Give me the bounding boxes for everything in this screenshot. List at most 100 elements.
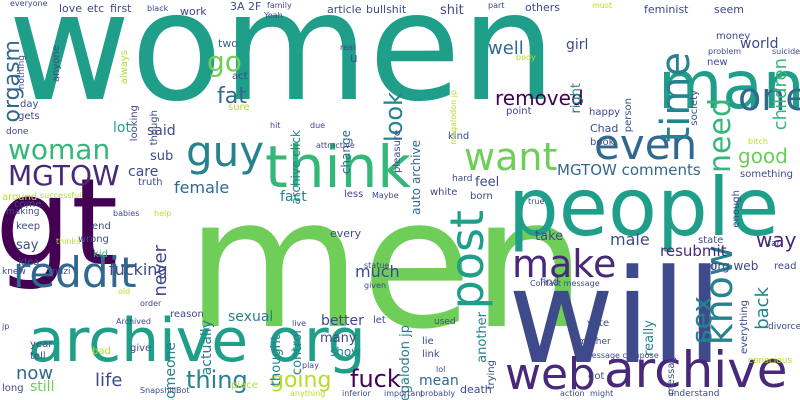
word-many: many bbox=[320, 331, 357, 346]
word-idea: idea bbox=[18, 257, 40, 268]
word-thing: thing bbox=[186, 366, 248, 394]
word-inferior: inferior bbox=[342, 389, 371, 398]
word-live: live bbox=[292, 319, 307, 328]
word-fuck: fuck bbox=[350, 365, 401, 393]
word-reason: reason bbox=[170, 309, 204, 320]
word-everything: everything bbox=[739, 300, 750, 354]
word-sex: sex bbox=[685, 296, 718, 344]
word-white: white bbox=[430, 187, 458, 198]
word-hit: hit bbox=[270, 121, 281, 130]
word-body: body bbox=[516, 53, 536, 62]
word-right: right bbox=[569, 83, 584, 114]
word-act: act bbox=[232, 71, 248, 82]
word-everyone: everyone bbox=[10, 0, 48, 8]
word-archive-org: archive org bbox=[28, 306, 366, 376]
word-come: come bbox=[14, 199, 42, 210]
word-around: around bbox=[2, 192, 38, 203]
word-love: love bbox=[59, 2, 83, 15]
word-kind: kind bbox=[448, 131, 470, 142]
word-web: web bbox=[505, 349, 596, 400]
word-archive: archive bbox=[604, 341, 788, 399]
word-fucking: fucking bbox=[109, 260, 168, 279]
word-death: death bbox=[460, 383, 492, 396]
word-resubmit: resubmit bbox=[660, 242, 727, 260]
word-feminist: feminist bbox=[644, 3, 689, 16]
word-real: real bbox=[340, 43, 356, 52]
word-woman: woman bbox=[8, 133, 111, 166]
word-removed: removed bbox=[495, 86, 584, 110]
word-happy: happy bbox=[589, 107, 621, 118]
word-divorce: divorce bbox=[768, 322, 800, 332]
word-read: read bbox=[774, 261, 797, 272]
word-fat: fat bbox=[217, 84, 247, 109]
word-thinks: thinks bbox=[56, 237, 81, 246]
word-much: much bbox=[355, 262, 400, 281]
word-used: used bbox=[434, 317, 456, 327]
word-enough: enough bbox=[731, 190, 742, 228]
word-find: find bbox=[540, 277, 559, 288]
word-think: think bbox=[265, 133, 411, 201]
word-will: will bbox=[508, 241, 723, 393]
word-part: part bbox=[488, 1, 505, 10]
word-actually: actually bbox=[199, 320, 215, 376]
word-shit: shit bbox=[440, 3, 464, 18]
word-always: always bbox=[119, 50, 130, 85]
word-others: others bbox=[525, 1, 561, 14]
word-true: true bbox=[528, 197, 545, 206]
word-making: making bbox=[6, 207, 40, 217]
word-go: go bbox=[207, 45, 242, 78]
word-understand: understand bbox=[668, 389, 720, 399]
word-far: far bbox=[768, 239, 781, 249]
word-money: money bbox=[716, 31, 751, 42]
word-book: book bbox=[590, 137, 615, 148]
word-women: women bbox=[8, 0, 556, 135]
word-important: important bbox=[384, 389, 424, 398]
word-bullshit: bullshit bbox=[366, 3, 407, 16]
word-jp: jp bbox=[2, 322, 10, 331]
word-old: old bbox=[118, 287, 131, 296]
word-girl: girl bbox=[566, 37, 589, 53]
word-etc: etc bbox=[87, 2, 105, 15]
word-kid: kid bbox=[93, 249, 108, 260]
word-attractive: attractive bbox=[316, 141, 355, 150]
word-black: black bbox=[147, 4, 169, 13]
word-action: action bbox=[560, 389, 585, 398]
word-person: person bbox=[623, 98, 634, 133]
word-got: got bbox=[588, 371, 605, 382]
word-knew: knew bbox=[2, 267, 26, 277]
word-first: first bbox=[110, 2, 132, 15]
word-good: good bbox=[738, 144, 788, 168]
word-given: given bbox=[364, 281, 387, 290]
word-less: less bbox=[344, 189, 364, 200]
word-Yeah: Yeah bbox=[264, 11, 283, 20]
word-bitch: bitch bbox=[748, 137, 768, 146]
word-change: change bbox=[339, 130, 353, 175]
word-MGTOW-comments: MGTOW comments bbox=[557, 161, 701, 179]
word-successful: successful bbox=[40, 191, 82, 200]
word-reddit: reddit bbox=[13, 248, 137, 297]
word-sure: sure bbox=[228, 102, 250, 113]
word-society: society bbox=[689, 90, 700, 126]
word-men: men bbox=[186, 160, 587, 369]
word-feel: feel bbox=[475, 175, 500, 190]
word-anything: anything bbox=[290, 389, 326, 398]
word-gt: gt bbox=[0, 154, 119, 293]
word-nazi: nazi bbox=[52, 267, 71, 277]
word-hard: hard bbox=[452, 174, 473, 184]
word-still: still bbox=[30, 379, 55, 395]
word-gets: gets bbox=[18, 111, 40, 122]
word-thought: thought bbox=[269, 335, 284, 387]
word-state: state bbox=[698, 235, 724, 246]
word-said: said bbox=[147, 123, 176, 139]
word-children: children bbox=[770, 58, 791, 131]
word-org-web: org web bbox=[710, 259, 759, 273]
word-megalodon-jp-small: megalodon jp bbox=[449, 90, 458, 145]
word-post: post bbox=[440, 210, 494, 310]
word-must: must bbox=[592, 1, 613, 10]
word-let: let bbox=[373, 315, 386, 326]
word-show: show bbox=[330, 345, 362, 359]
word-message-compose: message compose bbox=[584, 351, 659, 360]
word-wrong: wrong bbox=[78, 234, 109, 245]
word-tell: tell bbox=[30, 351, 46, 362]
